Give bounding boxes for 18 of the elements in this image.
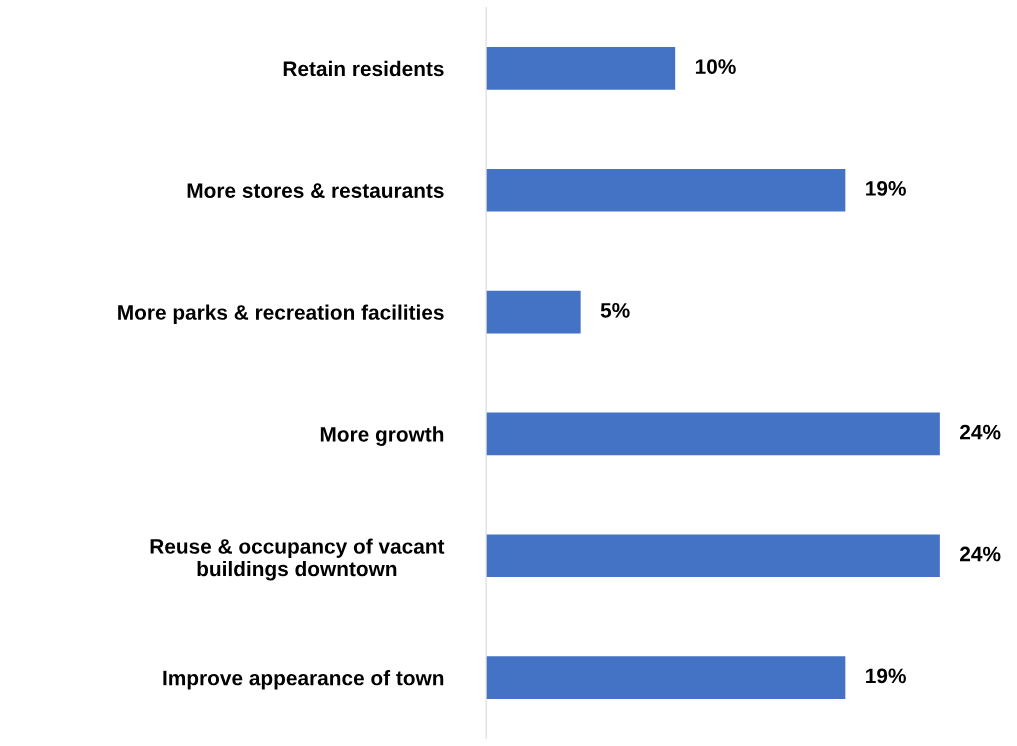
- bar: [486, 656, 846, 699]
- data-label: 24%: [960, 546, 1001, 562]
- bar: [486, 534, 940, 578]
- data-label: 10%: [695, 59, 736, 74]
- bar: [486, 168, 846, 212]
- y-tick-label: More growth: [320, 426, 444, 446]
- data-label: 24%: [960, 424, 1001, 440]
- bar: [486, 412, 940, 456]
- y-tick-label: More parks & recreation facilities: [118, 304, 444, 324]
- y-tick-label: Improve appearance of town: [163, 670, 444, 690]
- y-tick-label: Retain residents: [283, 60, 444, 77]
- data-label: 19%: [866, 181, 906, 196]
- y-tick-label: Reuse & occupancy of vacant buildings downtown: [150, 538, 445, 581]
- bar: [486, 290, 581, 334]
- bar: [486, 47, 676, 90]
- data-label: 19%: [866, 668, 906, 684]
- data-label: 5%: [600, 302, 630, 318]
- y-tick-label: More stores & restaurants: [187, 183, 444, 198]
